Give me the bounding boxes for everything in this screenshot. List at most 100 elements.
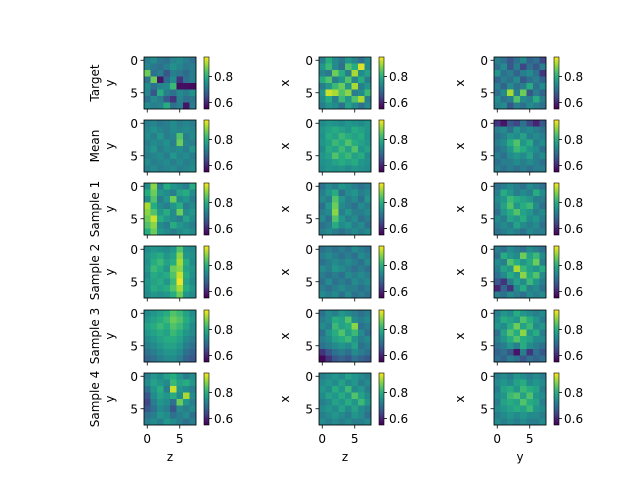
y-axis-label: y <box>103 332 117 339</box>
heatmap-cell <box>163 120 171 127</box>
heatmap-cell <box>351 63 359 71</box>
heatmap-cell <box>157 405 164 413</box>
heatmap-cell <box>539 349 547 356</box>
heatmap-cell <box>150 373 158 380</box>
heatmap-cell <box>364 126 372 134</box>
heatmap-cell <box>520 76 527 84</box>
heatmap-cell <box>170 379 177 387</box>
heatmap-cell <box>163 349 171 356</box>
heatmap-cell <box>338 323 346 330</box>
heatmap-cell <box>513 96 521 103</box>
heatmap-cell <box>157 139 164 147</box>
heatmap-cell <box>332 310 339 317</box>
heatmap-cell <box>189 165 197 173</box>
heatmap-cell <box>345 209 352 216</box>
heatmap-cell <box>176 329 184 337</box>
heatmap-cell <box>494 102 501 110</box>
heatmap-cell <box>539 102 547 110</box>
x-axis-label: y <box>516 450 523 464</box>
heatmap-cell <box>364 209 372 216</box>
heatmap-cell <box>157 159 164 166</box>
heatmap-cell <box>157 379 164 387</box>
heatmap-cell <box>189 120 197 127</box>
heatmap-cell <box>520 285 527 292</box>
heatmap-cell <box>500 379 508 387</box>
heatmap-cell <box>494 392 501 400</box>
heatmap-cell <box>500 399 508 406</box>
heatmap-cell <box>345 418 352 426</box>
heatmap-cell <box>150 246 158 253</box>
heatmap-cell <box>319 96 326 103</box>
heatmap-cell <box>345 323 352 330</box>
panel-r3-c2: 0 5 x 0.6 0.8 <box>453 243 583 302</box>
heatmap-cell <box>157 310 164 317</box>
heatmap-cell <box>513 202 521 210</box>
heatmap-cell <box>345 102 352 110</box>
heatmap-cell <box>144 209 151 216</box>
heatmap-cell <box>183 291 190 299</box>
heatmap-cell <box>157 349 164 356</box>
panel-frame <box>493 56 547 110</box>
heatmap-cell <box>539 202 547 210</box>
heatmap-cell <box>170 146 177 153</box>
heatmap-cell <box>526 159 534 166</box>
heatmap-cell <box>520 96 527 103</box>
heatmap-cell <box>189 392 197 400</box>
heatmap-cell <box>144 329 151 337</box>
panel-frame <box>143 372 197 426</box>
colorbar <box>203 309 210 363</box>
heatmap-cell <box>345 83 352 90</box>
y-axis-label: x <box>453 268 467 275</box>
heatmap-cell <box>351 70 359 77</box>
heatmap-cell <box>507 196 514 203</box>
heatmap-cell <box>170 76 177 84</box>
panel-frame <box>318 56 372 110</box>
y-tick-label: 5 <box>480 86 488 100</box>
heatmap-cell <box>332 228 339 236</box>
heatmap-cell <box>332 183 339 190</box>
heatmap-cell <box>176 189 184 197</box>
heatmap-cell <box>332 246 339 253</box>
heatmap-cell <box>533 183 540 190</box>
heatmap-cell <box>358 89 365 97</box>
heatmap-cell <box>345 285 352 292</box>
heatmap-cell <box>364 272 372 279</box>
heatmap-cell <box>150 63 158 71</box>
heatmap-cell <box>539 70 547 77</box>
heatmap-cell <box>533 63 540 71</box>
heatmap-cell <box>494 418 501 426</box>
y-tick-label: 5 <box>305 339 313 353</box>
heatmap-cell <box>364 159 372 166</box>
heatmap-cell <box>526 405 534 413</box>
heatmap-cell <box>364 405 372 413</box>
heatmap-cell <box>494 76 501 84</box>
heatmap-cell <box>351 278 359 286</box>
heatmap-cell <box>325 222 333 229</box>
heatmap-cell <box>500 259 508 266</box>
heatmap-cell <box>332 102 339 110</box>
heatmap-cell <box>332 139 339 147</box>
heatmap-cell <box>494 373 501 380</box>
heatmap-cell <box>494 349 501 356</box>
heatmap-cell <box>520 336 527 343</box>
heatmap-cell <box>507 386 514 393</box>
heatmap-cell <box>513 265 521 273</box>
heatmap-cell <box>345 215 352 223</box>
heatmap-cell <box>500 228 508 236</box>
heatmap-cell <box>157 76 164 84</box>
heatmap-cell <box>176 323 184 330</box>
heatmap-cell <box>507 316 514 324</box>
colorbar <box>203 372 210 426</box>
heatmap-cell <box>325 76 333 84</box>
heatmap-cell <box>533 57 540 64</box>
heatmap-cell <box>176 120 184 127</box>
heatmap-cell <box>494 63 501 71</box>
colorbar-tick-label: 0.8 <box>214 196 233 210</box>
heatmap-cell <box>520 355 527 363</box>
heatmap-cell <box>494 412 501 419</box>
y-tick-label: 0 <box>305 243 313 257</box>
heatmap-cell <box>325 349 333 356</box>
y-axis-label: y <box>103 79 117 86</box>
heatmap-cell <box>319 342 326 350</box>
heatmap-cell <box>351 349 359 356</box>
